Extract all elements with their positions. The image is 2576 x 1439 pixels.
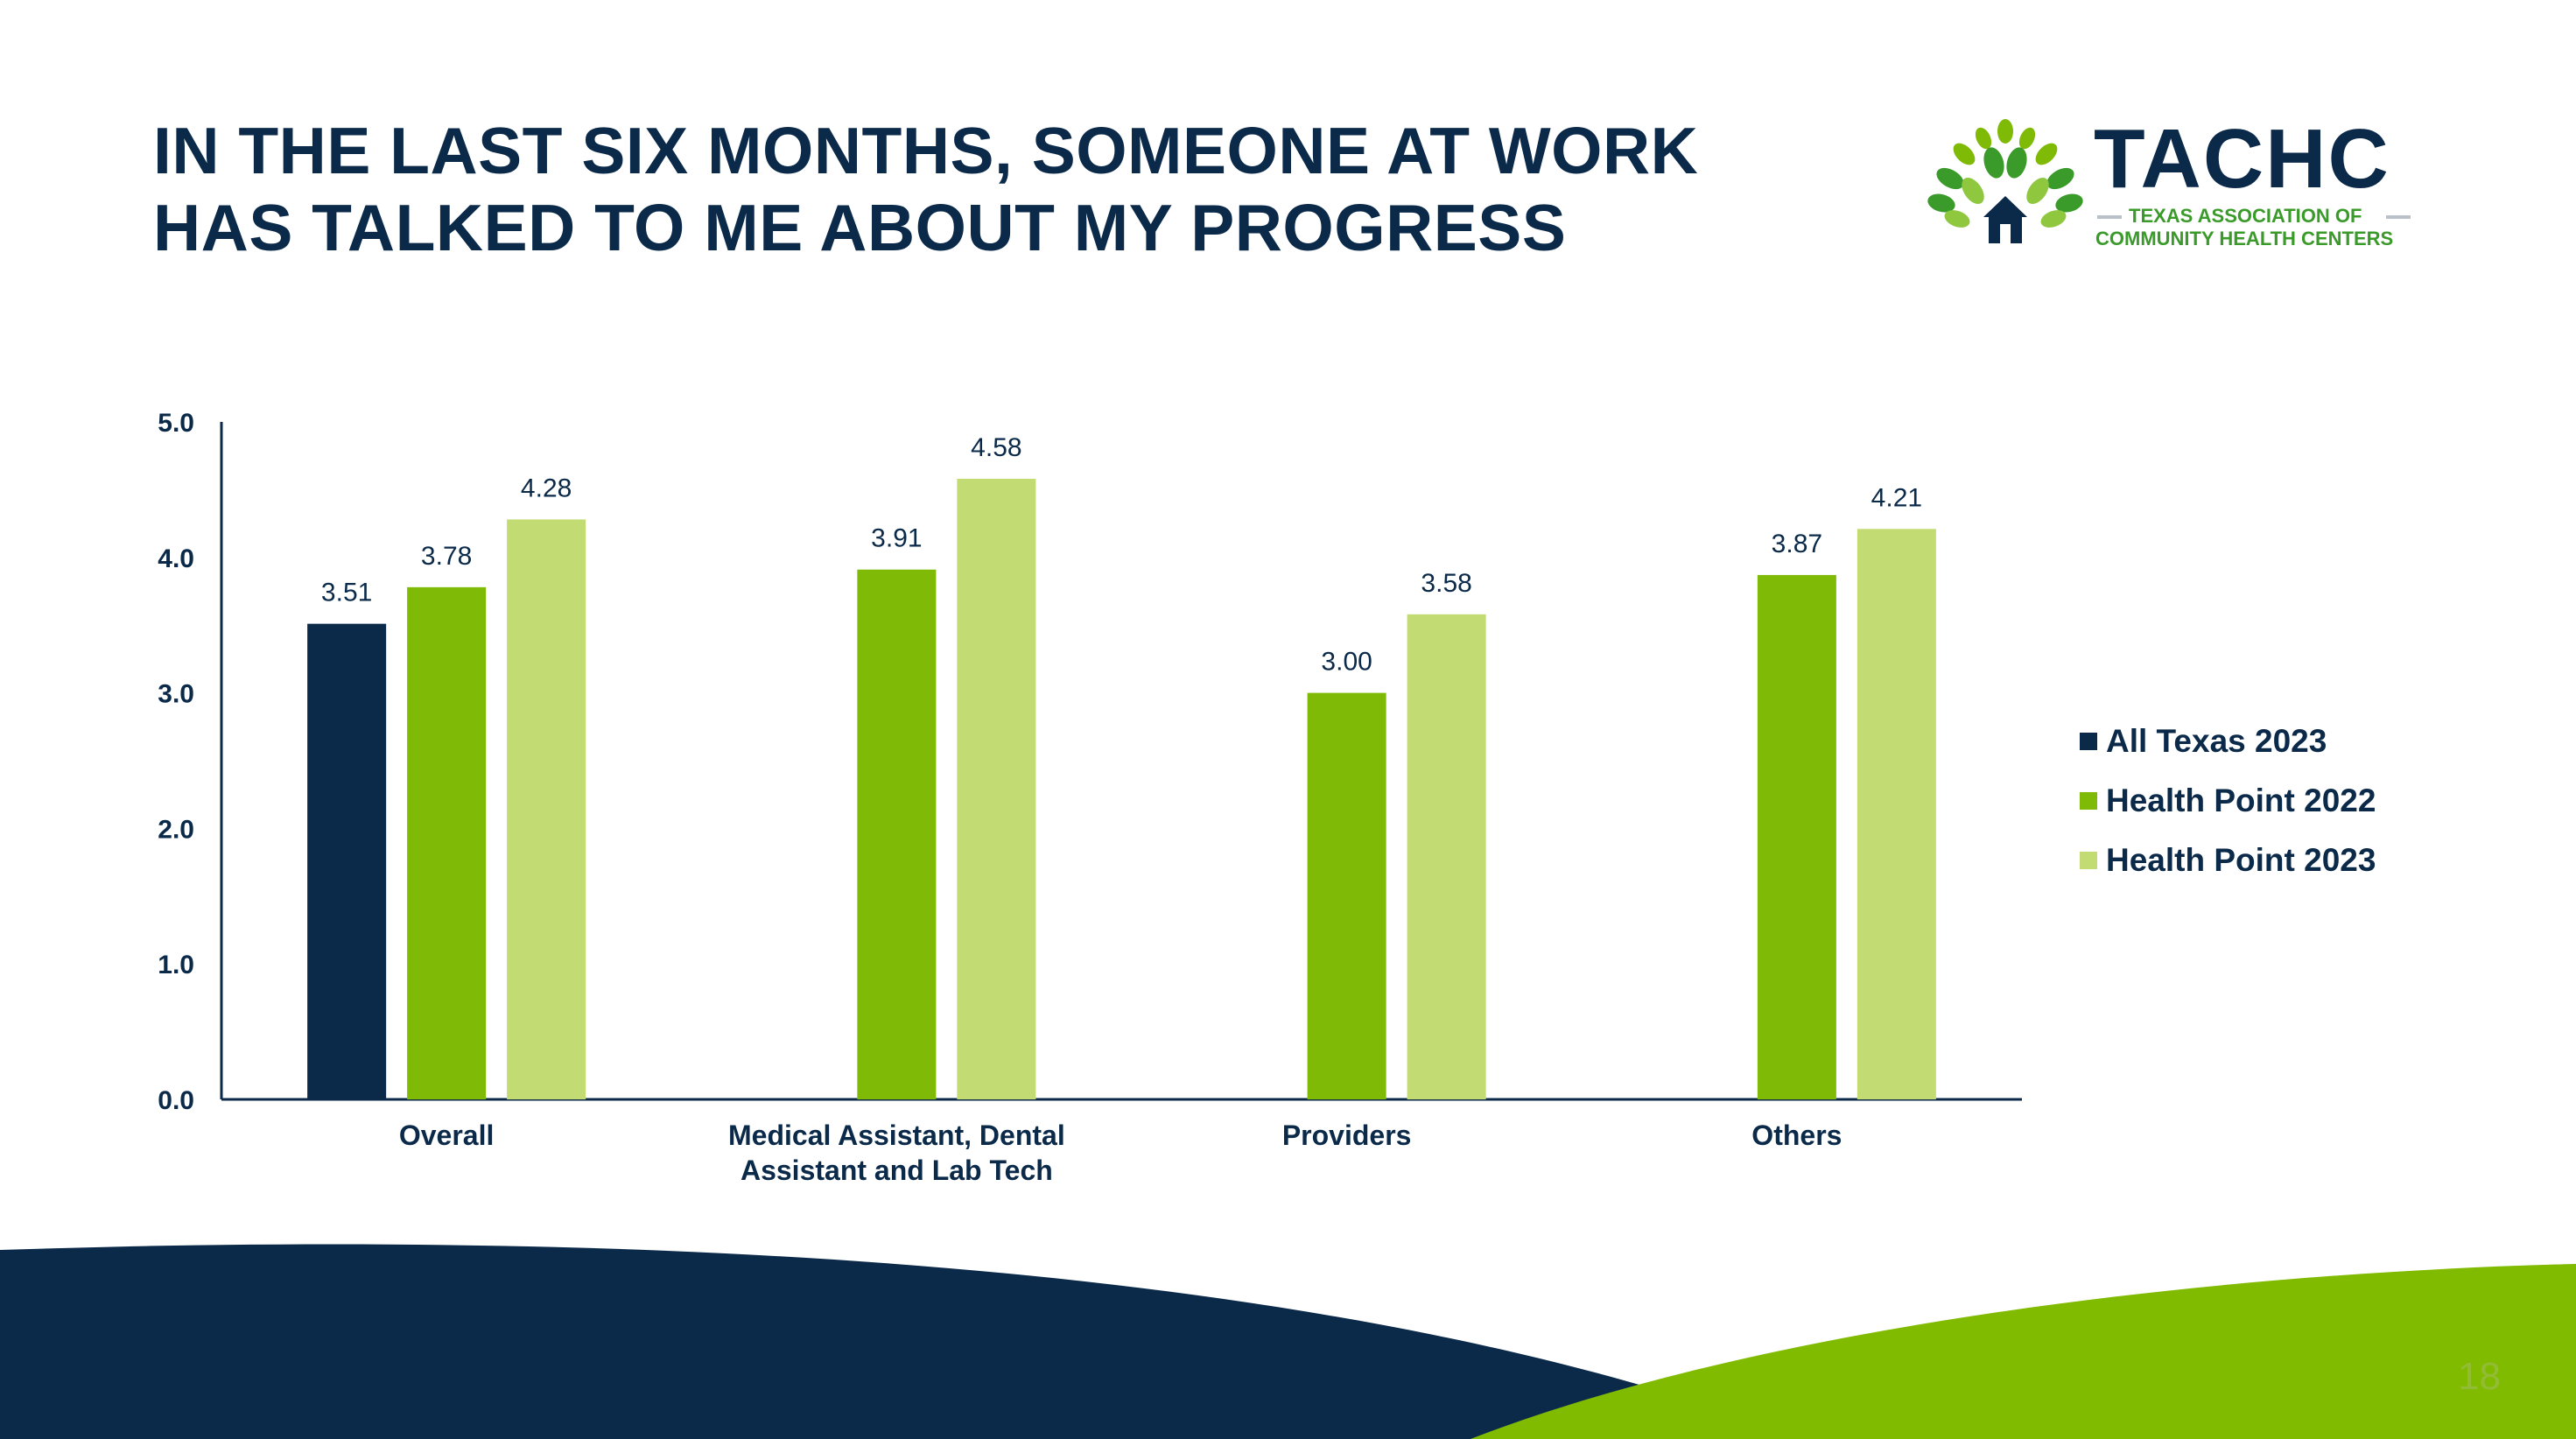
legend-item-health-point-2022: Health Point 2022: [2080, 771, 2376, 831]
x-tick-label: Assistant and Lab Tech: [741, 1155, 1053, 1186]
data-label: 3.51: [321, 579, 372, 607]
legend-label: Health Point 2023: [2106, 842, 2376, 878]
slide-title-line2: HAS TALKED TO ME ABOUT MY PROGRESS: [153, 191, 1567, 264]
data-label: 3.58: [1421, 569, 1471, 598]
bar: [1407, 614, 1486, 1099]
data-label: 3.00: [1321, 648, 1372, 677]
legend-swatch: [2080, 733, 2097, 750]
data-label: 4.28: [521, 474, 572, 502]
legend-label: Health Point 2022: [2106, 783, 2376, 818]
chart-legend: All Texas 2023 Health Point 2022 Health …: [2080, 712, 2376, 890]
legend-label: All Texas 2023: [2106, 723, 2327, 759]
y-tick-label: 3.0: [158, 680, 194, 709]
bar: [407, 586, 487, 1099]
tree-house-icon: [1927, 119, 2083, 243]
y-tick-label: 2.0: [158, 815, 194, 844]
bar: [507, 519, 586, 1099]
bar: [1307, 692, 1386, 1099]
x-tick-label: Medical Assistant, Dental: [728, 1120, 1065, 1151]
bar: [1757, 574, 1836, 1099]
slide-title-line1: IN THE LAST SIX MONTHS, SOMEONE AT WORK: [153, 114, 1699, 187]
logo-subtitle-line1: TEXAS ASSOCIATION OF: [2129, 205, 2362, 227]
bar: [857, 569, 937, 1099]
data-label: 4.21: [1871, 483, 1922, 512]
legend-item-all-texas-2023: All Texas 2023: [2080, 712, 2376, 771]
bar: [957, 479, 1036, 1099]
slide-title: IN THE LAST SIX MONTHS, SOMEONE AT WORK …: [153, 112, 1816, 266]
data-label: 3.78: [421, 542, 472, 571]
legend-swatch: [2080, 792, 2097, 810]
logo-subtitle-line2: COMMUNITY HEALTH CENTERS: [2095, 228, 2394, 249]
y-tick-label: 0.0: [158, 1086, 194, 1115]
footer-green-wave: [1470, 1264, 2576, 1439]
y-tick-label: 1.0: [158, 951, 194, 979]
logo-rule-right: [2386, 215, 2411, 219]
footer-navy-wave: [0, 1244, 1716, 1439]
x-tick-label: Providers: [1282, 1120, 1412, 1151]
data-label: 3.87: [1772, 530, 1822, 558]
x-tick-label: Others: [1751, 1120, 1842, 1151]
logo-rule-left: [2097, 215, 2122, 219]
legend-swatch: [2080, 852, 2097, 869]
data-label: 3.91: [871, 524, 922, 553]
y-tick-label: 4.0: [158, 544, 194, 573]
data-label: 4.58: [971, 433, 1021, 462]
y-tick-label: 5.0: [158, 409, 194, 438]
bar: [307, 623, 387, 1099]
page-number: 18: [2458, 1355, 2501, 1398]
x-tick-label: Overall: [399, 1120, 495, 1151]
legend-item-health-point-2023: Health Point 2023: [2080, 831, 2376, 890]
logo-wordmark: TACHC: [2094, 112, 2390, 206]
tachc-logo: TACHC TEXAS ASSOCIATION OF COMMUNITY HEA…: [1922, 116, 2412, 256]
bar: [1857, 529, 1936, 1099]
